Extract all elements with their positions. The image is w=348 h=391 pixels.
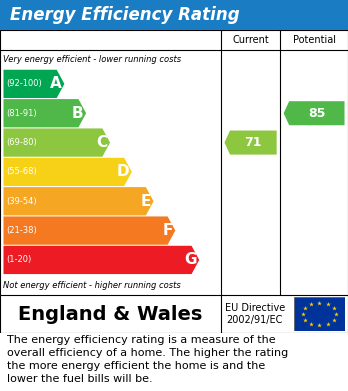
Text: E: E [140, 194, 151, 209]
Text: 71: 71 [245, 136, 262, 149]
Text: B: B [72, 106, 84, 121]
Text: C: C [96, 135, 107, 150]
Text: 85: 85 [308, 107, 325, 120]
Text: Very energy efficient - lower running costs: Very energy efficient - lower running co… [3, 55, 182, 64]
Text: The energy efficiency rating is a measure of the
overall efficiency of a home. T: The energy efficiency rating is a measur… [7, 335, 288, 384]
Text: (92-100): (92-100) [6, 79, 42, 88]
Text: (39-54): (39-54) [6, 197, 37, 206]
Text: (1-20): (1-20) [6, 255, 32, 264]
Text: Current: Current [232, 35, 269, 45]
Polygon shape [3, 187, 153, 215]
Text: (21-38): (21-38) [6, 226, 37, 235]
Text: (81-91): (81-91) [6, 109, 37, 118]
Polygon shape [3, 99, 86, 127]
Text: (55-68): (55-68) [6, 167, 37, 176]
Text: G: G [184, 253, 196, 267]
Polygon shape [3, 128, 110, 157]
Text: Not energy efficient - higher running costs: Not energy efficient - higher running co… [3, 281, 181, 290]
Text: D: D [116, 164, 129, 179]
Polygon shape [284, 101, 345, 125]
Text: EU Directive
2002/91/EC: EU Directive 2002/91/EC [225, 303, 285, 325]
Text: Energy Efficiency Rating: Energy Efficiency Rating [10, 6, 240, 24]
Text: A: A [50, 76, 62, 91]
Polygon shape [224, 131, 277, 154]
Text: Potential: Potential [293, 35, 335, 45]
Text: England & Wales: England & Wales [18, 305, 203, 323]
Text: F: F [162, 223, 173, 238]
Text: (69-80): (69-80) [6, 138, 37, 147]
Polygon shape [3, 246, 199, 274]
Polygon shape [3, 158, 132, 186]
Polygon shape [3, 217, 175, 245]
Polygon shape [3, 70, 64, 98]
